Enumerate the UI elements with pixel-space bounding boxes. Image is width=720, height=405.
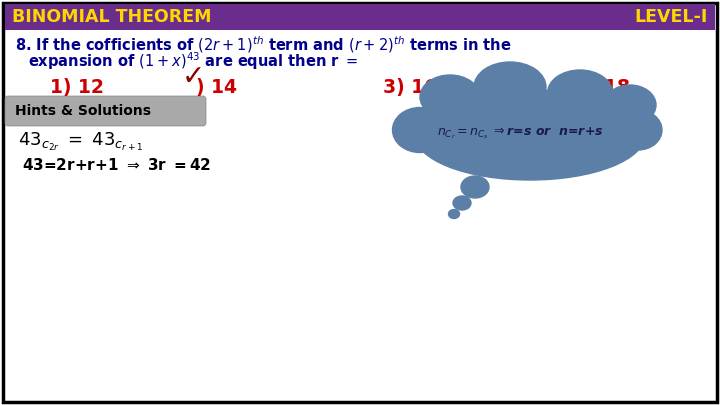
Text: $43_{c_{2r}}\ =\ 43_{c_{r+1}}$: $43_{c_{2r}}\ =\ 43_{c_{r+1}}$ <box>18 131 143 153</box>
Text: ) 14: ) 14 <box>196 77 237 96</box>
Text: 1) 12: 1) 12 <box>50 77 104 96</box>
Text: LEVEL-I: LEVEL-I <box>634 8 708 26</box>
Text: 4) 18: 4) 18 <box>576 77 630 96</box>
Text: 8. If the cofficients of $(2r + 1)^{th}$ term and $(r + 2)^{th}$ terms in the: 8. If the cofficients of $(2r + 1)^{th}$… <box>15 35 512 55</box>
Text: 43=2r+r+1 $\Rightarrow$ $\mathbf{3r}$ $\mathbf{=42}$: 43=2r+r+1 $\Rightarrow$ $\mathbf{3r}$ $\… <box>22 157 211 173</box>
Text: expansion of $(1 + x)^{43}$ are equal then r $=$: expansion of $(1 + x)^{43}$ are equal th… <box>28 50 359 72</box>
Ellipse shape <box>392 107 448 153</box>
Ellipse shape <box>604 85 656 125</box>
Ellipse shape <box>547 70 613 116</box>
Text: BINOMIAL THEOREM: BINOMIAL THEOREM <box>12 8 212 26</box>
Ellipse shape <box>614 110 662 150</box>
FancyBboxPatch shape <box>3 3 717 402</box>
Ellipse shape <box>453 196 471 210</box>
Ellipse shape <box>420 75 480 119</box>
FancyBboxPatch shape <box>5 96 206 126</box>
Text: ✓: ✓ <box>182 63 205 91</box>
FancyBboxPatch shape <box>5 4 715 30</box>
Ellipse shape <box>461 176 489 198</box>
Ellipse shape <box>449 209 459 219</box>
Ellipse shape <box>474 62 546 112</box>
Ellipse shape <box>415 90 645 180</box>
Text: $n_{C_r} = n_{C_s}\ \Rightarrow$r=s or  n=r+s: $n_{C_r} = n_{C_s}\ \Rightarrow$r=s or n… <box>437 125 603 141</box>
Text: 3) 16: 3) 16 <box>383 77 437 96</box>
Text: Hints & Solutions: Hints & Solutions <box>15 104 151 118</box>
